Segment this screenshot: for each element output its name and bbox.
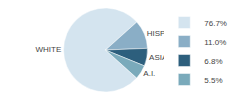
svg-text:WHITE: WHITE (35, 45, 61, 54)
svg-text:ASIAN: ASIAN (149, 52, 174, 62)
svg-text:5.5%: 5.5% (204, 76, 222, 85)
svg-text:6.8%: 6.8% (204, 57, 222, 66)
svg-text:76.7%: 76.7% (204, 19, 227, 28)
svg-text:A.I.: A.I. (143, 69, 155, 78)
svg-text:11.0%: 11.0% (204, 38, 226, 47)
